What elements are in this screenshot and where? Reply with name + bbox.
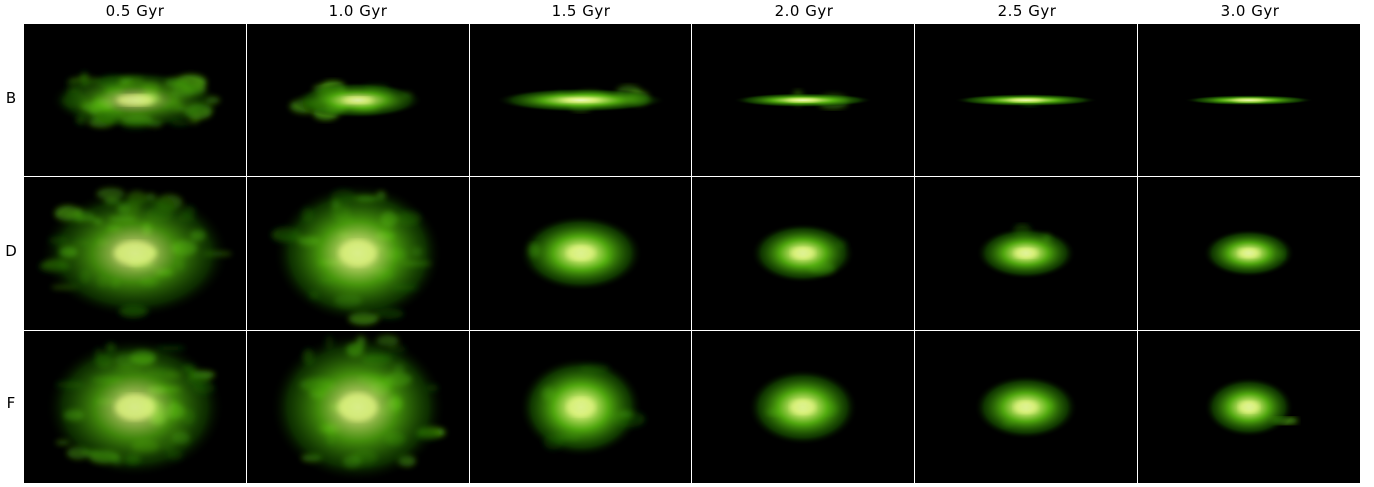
row-label-d: D (5, 242, 17, 260)
galaxy-panel-b-0.5-gyr (24, 24, 246, 177)
galaxy-panel-d-0.5-gyr (24, 177, 246, 330)
galaxy-panel-d-2.5-gyr (915, 177, 1138, 330)
galaxy-panel-f-1.0-gyr (246, 330, 469, 483)
galaxy-panel-b-2.0-gyr (692, 24, 915, 177)
galaxy-panel-b-3.0-gyr (1138, 24, 1360, 177)
column-header-1.0-gyr: 1.0 Gyr (328, 2, 388, 20)
column-header-0.5-gyr: 0.5 Gyr (105, 2, 165, 20)
column-header-2.5-gyr: 2.5 Gyr (997, 2, 1057, 20)
galaxy-panel-d-1.0-gyr (246, 177, 469, 330)
galaxy-panel-f-3.0-gyr (1138, 330, 1360, 483)
galaxy-panel-f-2.0-gyr (692, 330, 915, 483)
galaxy-panel-f-0.5-gyr (24, 330, 246, 483)
galaxy-panel-d-3.0-gyr (1138, 177, 1360, 330)
galaxy-panel-b-2.5-gyr (915, 24, 1138, 177)
column-header-2.0-gyr: 2.0 Gyr (774, 2, 834, 20)
galaxy-panel-d-1.5-gyr (469, 177, 692, 330)
galaxy-panel-f-2.5-gyr (915, 330, 1138, 483)
galaxy-panel-f-1.5-gyr (469, 330, 692, 483)
galaxy-panel-b-1.0-gyr (246, 24, 469, 177)
column-header-1.5-gyr: 1.5 Gyr (551, 2, 611, 20)
column-header-3.0-gyr: 3.0 Gyr (1220, 2, 1280, 20)
galaxy-panel-d-2.0-gyr (692, 177, 915, 330)
simulation-panel-grid (24, 24, 1360, 483)
galaxy-panel-b-1.5-gyr (469, 24, 692, 177)
row-label-f: F (6, 394, 16, 412)
row-label-b: B (5, 89, 17, 107)
